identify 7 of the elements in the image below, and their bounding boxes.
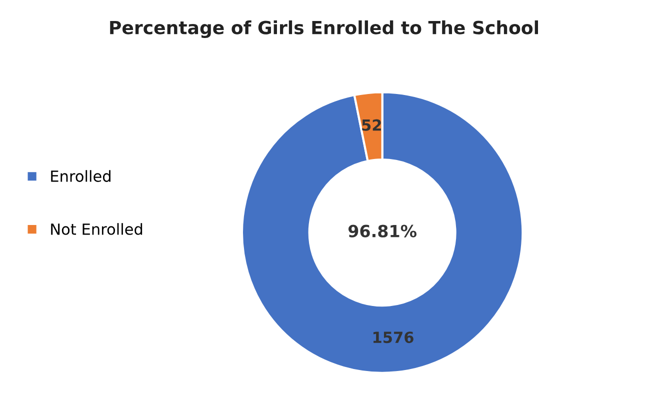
chart-title: Percentage of Girls Enrolled to The School	[110, 20, 538, 38]
legend-label: Not Enrolled	[51, 223, 142, 235]
data-label: 1576	[373, 332, 414, 344]
donut-slice	[240, 91, 524, 374]
text: 96.81%	[348, 224, 416, 238]
data-label: 52	[362, 119, 381, 131]
legend-label: Enrolled	[51, 170, 110, 182]
